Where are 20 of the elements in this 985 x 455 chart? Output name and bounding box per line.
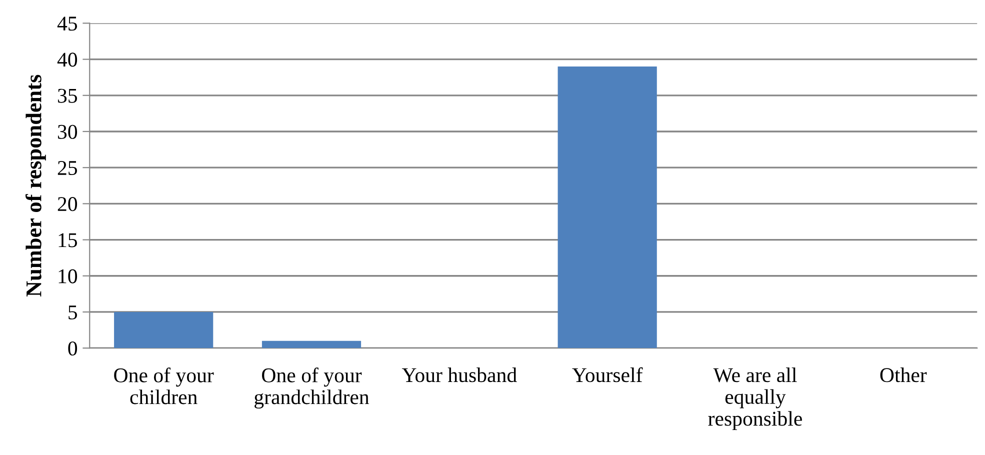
y-tick-label: 35 [58, 88, 78, 103]
y-axis-title: Number of respondents [26, 74, 46, 297]
y-tick-label: 30 [58, 124, 78, 139]
bar [558, 66, 657, 348]
y-tick-label: 5 [68, 306, 78, 320]
x-tick-label: One of your children [114, 368, 214, 404]
y-tick-label: 15 [58, 233, 78, 248]
bar [114, 312, 214, 348]
x-tick-label: Other [880, 368, 927, 382]
x-tick-label: Yourself [572, 367, 643, 382]
y-tick-label: 0 [68, 341, 78, 356]
bar [262, 340, 362, 348]
y-tick-label: 10 [58, 269, 78, 284]
y-tick-label: 25 [58, 161, 78, 176]
y-tick-label: 40 [57, 52, 78, 67]
x-tick-label: We are all equally responsible [708, 368, 802, 430]
y-tick-label: 20 [58, 197, 78, 212]
x-tick-label: One of your grandchildren [254, 368, 370, 409]
y-tick-label: 45 [57, 16, 78, 31]
x-tick-label: Your husband [402, 368, 517, 382]
